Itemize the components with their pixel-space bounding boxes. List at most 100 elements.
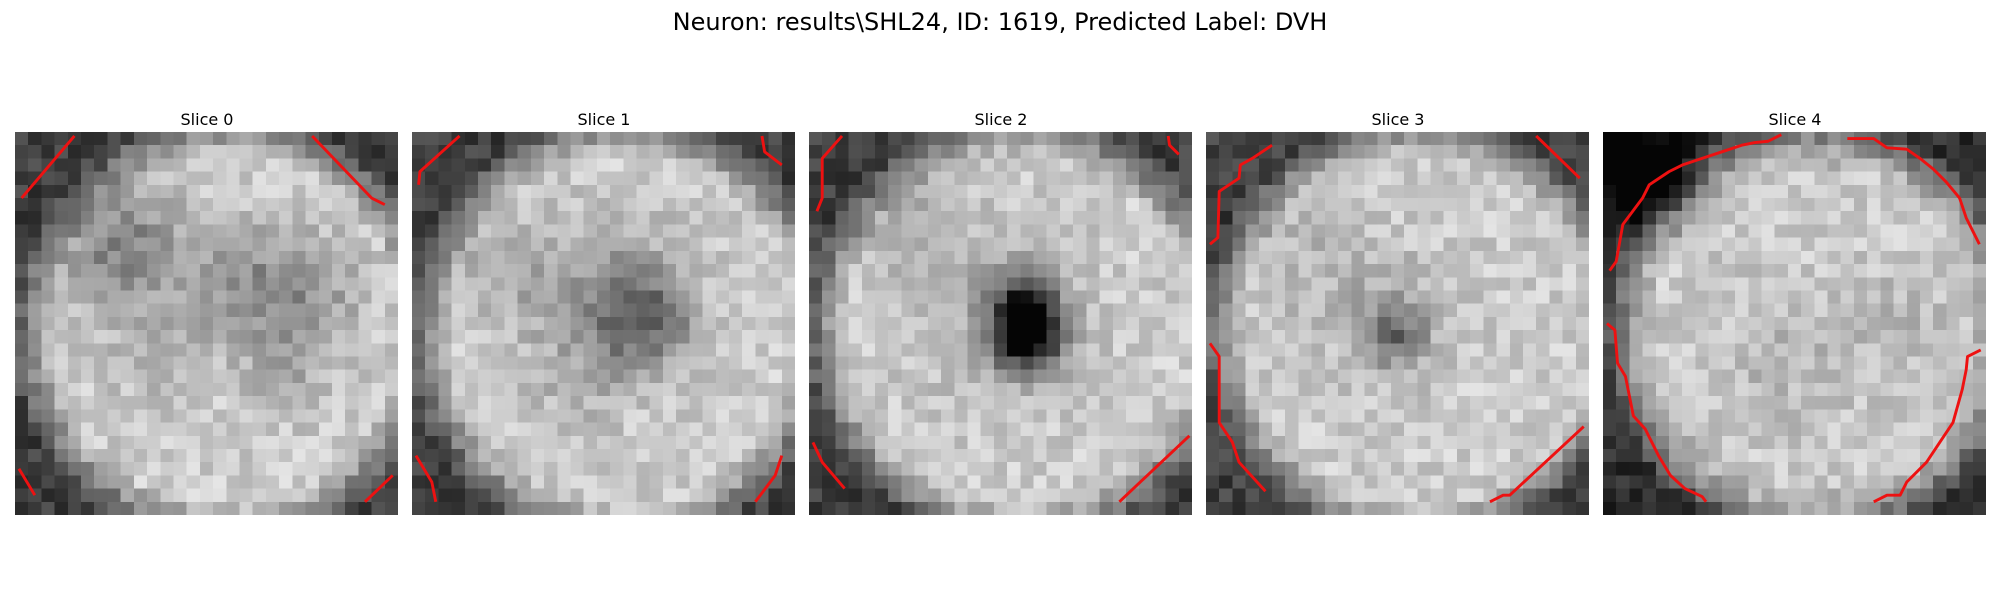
pixel (1285, 330, 1299, 344)
pixel (1669, 264, 1683, 278)
pixel (1721, 343, 1736, 357)
pixel (1351, 264, 1365, 278)
pixel (1509, 448, 1524, 463)
pixel (265, 316, 280, 331)
pixel (1338, 303, 1352, 318)
pixel (1046, 316, 1061, 331)
pixel (728, 343, 743, 357)
pixel (809, 184, 823, 199)
pixel (1033, 158, 1047, 172)
pixel (1258, 171, 1273, 186)
pixel (1165, 501, 1180, 515)
pixel (1642, 158, 1657, 172)
pixel (239, 224, 253, 238)
pixel (1443, 184, 1458, 199)
pixel (1642, 290, 1657, 304)
pixel (1470, 184, 1484, 199)
pixel (252, 277, 267, 291)
pixel (1616, 145, 1630, 159)
pixel (81, 396, 95, 410)
pixel (1735, 435, 1749, 450)
pixel (199, 184, 214, 199)
pixel (199, 132, 214, 146)
pixel (1404, 290, 1418, 304)
pixel (504, 237, 518, 252)
pixel (28, 277, 42, 291)
pixel (1483, 237, 1497, 252)
pixel (1059, 435, 1074, 450)
pixel (1575, 316, 1589, 331)
pixel (384, 369, 398, 384)
pixel (1152, 475, 1166, 489)
pixel (1695, 448, 1709, 463)
pixel (544, 435, 558, 450)
pixel (1509, 343, 1524, 357)
pixel (941, 224, 955, 238)
pixel (689, 171, 703, 186)
pixel (1324, 448, 1339, 463)
pixel (1099, 145, 1114, 159)
pixel (1814, 369, 1828, 384)
pixel (1020, 475, 1034, 489)
pixel (848, 224, 863, 238)
pixel (491, 501, 505, 515)
pixel (689, 435, 703, 450)
pixel (107, 158, 121, 172)
pixel (835, 435, 849, 450)
pixel (676, 435, 690, 450)
pixel (596, 396, 611, 410)
pixel (676, 277, 690, 291)
pixel (927, 396, 942, 410)
pixel (1073, 264, 1087, 278)
pixel (1456, 382, 1471, 397)
pixel (1959, 316, 1974, 331)
pixel (265, 501, 280, 515)
pixel (1377, 184, 1392, 199)
pixel (967, 330, 981, 344)
pixel (384, 145, 398, 159)
pixel (292, 396, 306, 410)
pixel (636, 409, 650, 423)
pixel (1007, 369, 1021, 384)
pixel (504, 343, 518, 357)
pixel (292, 303, 306, 318)
pixel (583, 462, 598, 476)
pixel (28, 382, 42, 397)
pixel (186, 184, 201, 199)
pixel (305, 316, 320, 331)
pixel (1324, 396, 1339, 410)
pixel (914, 316, 929, 331)
pixel (557, 422, 571, 437)
pixel (1178, 396, 1192, 410)
pixel (120, 343, 135, 357)
pixel (517, 396, 532, 410)
pixel (451, 277, 466, 291)
pixel (649, 303, 664, 318)
pixel (649, 145, 664, 159)
pixel (41, 132, 55, 146)
pixel (1152, 488, 1166, 503)
pixel (1206, 356, 1220, 370)
pixel (1430, 224, 1444, 238)
pixel (1735, 198, 1749, 212)
pixel (28, 145, 42, 159)
pixel (755, 198, 769, 212)
pixel (702, 462, 717, 476)
pixel (345, 488, 359, 503)
pixel (1933, 409, 1947, 423)
pixel (199, 277, 214, 291)
pixel (1178, 435, 1192, 450)
pixel (1827, 435, 1841, 450)
pixel (702, 184, 717, 199)
pixel (662, 475, 677, 489)
pixel (570, 250, 584, 265)
pixel (425, 316, 439, 331)
pixel (358, 330, 372, 344)
pixel (557, 448, 571, 463)
pixel (1880, 356, 1894, 370)
pixel (1073, 475, 1087, 489)
pixel (54, 290, 69, 304)
contour-line (1535, 134, 1581, 180)
pixel (954, 422, 968, 437)
pixel (94, 343, 108, 357)
